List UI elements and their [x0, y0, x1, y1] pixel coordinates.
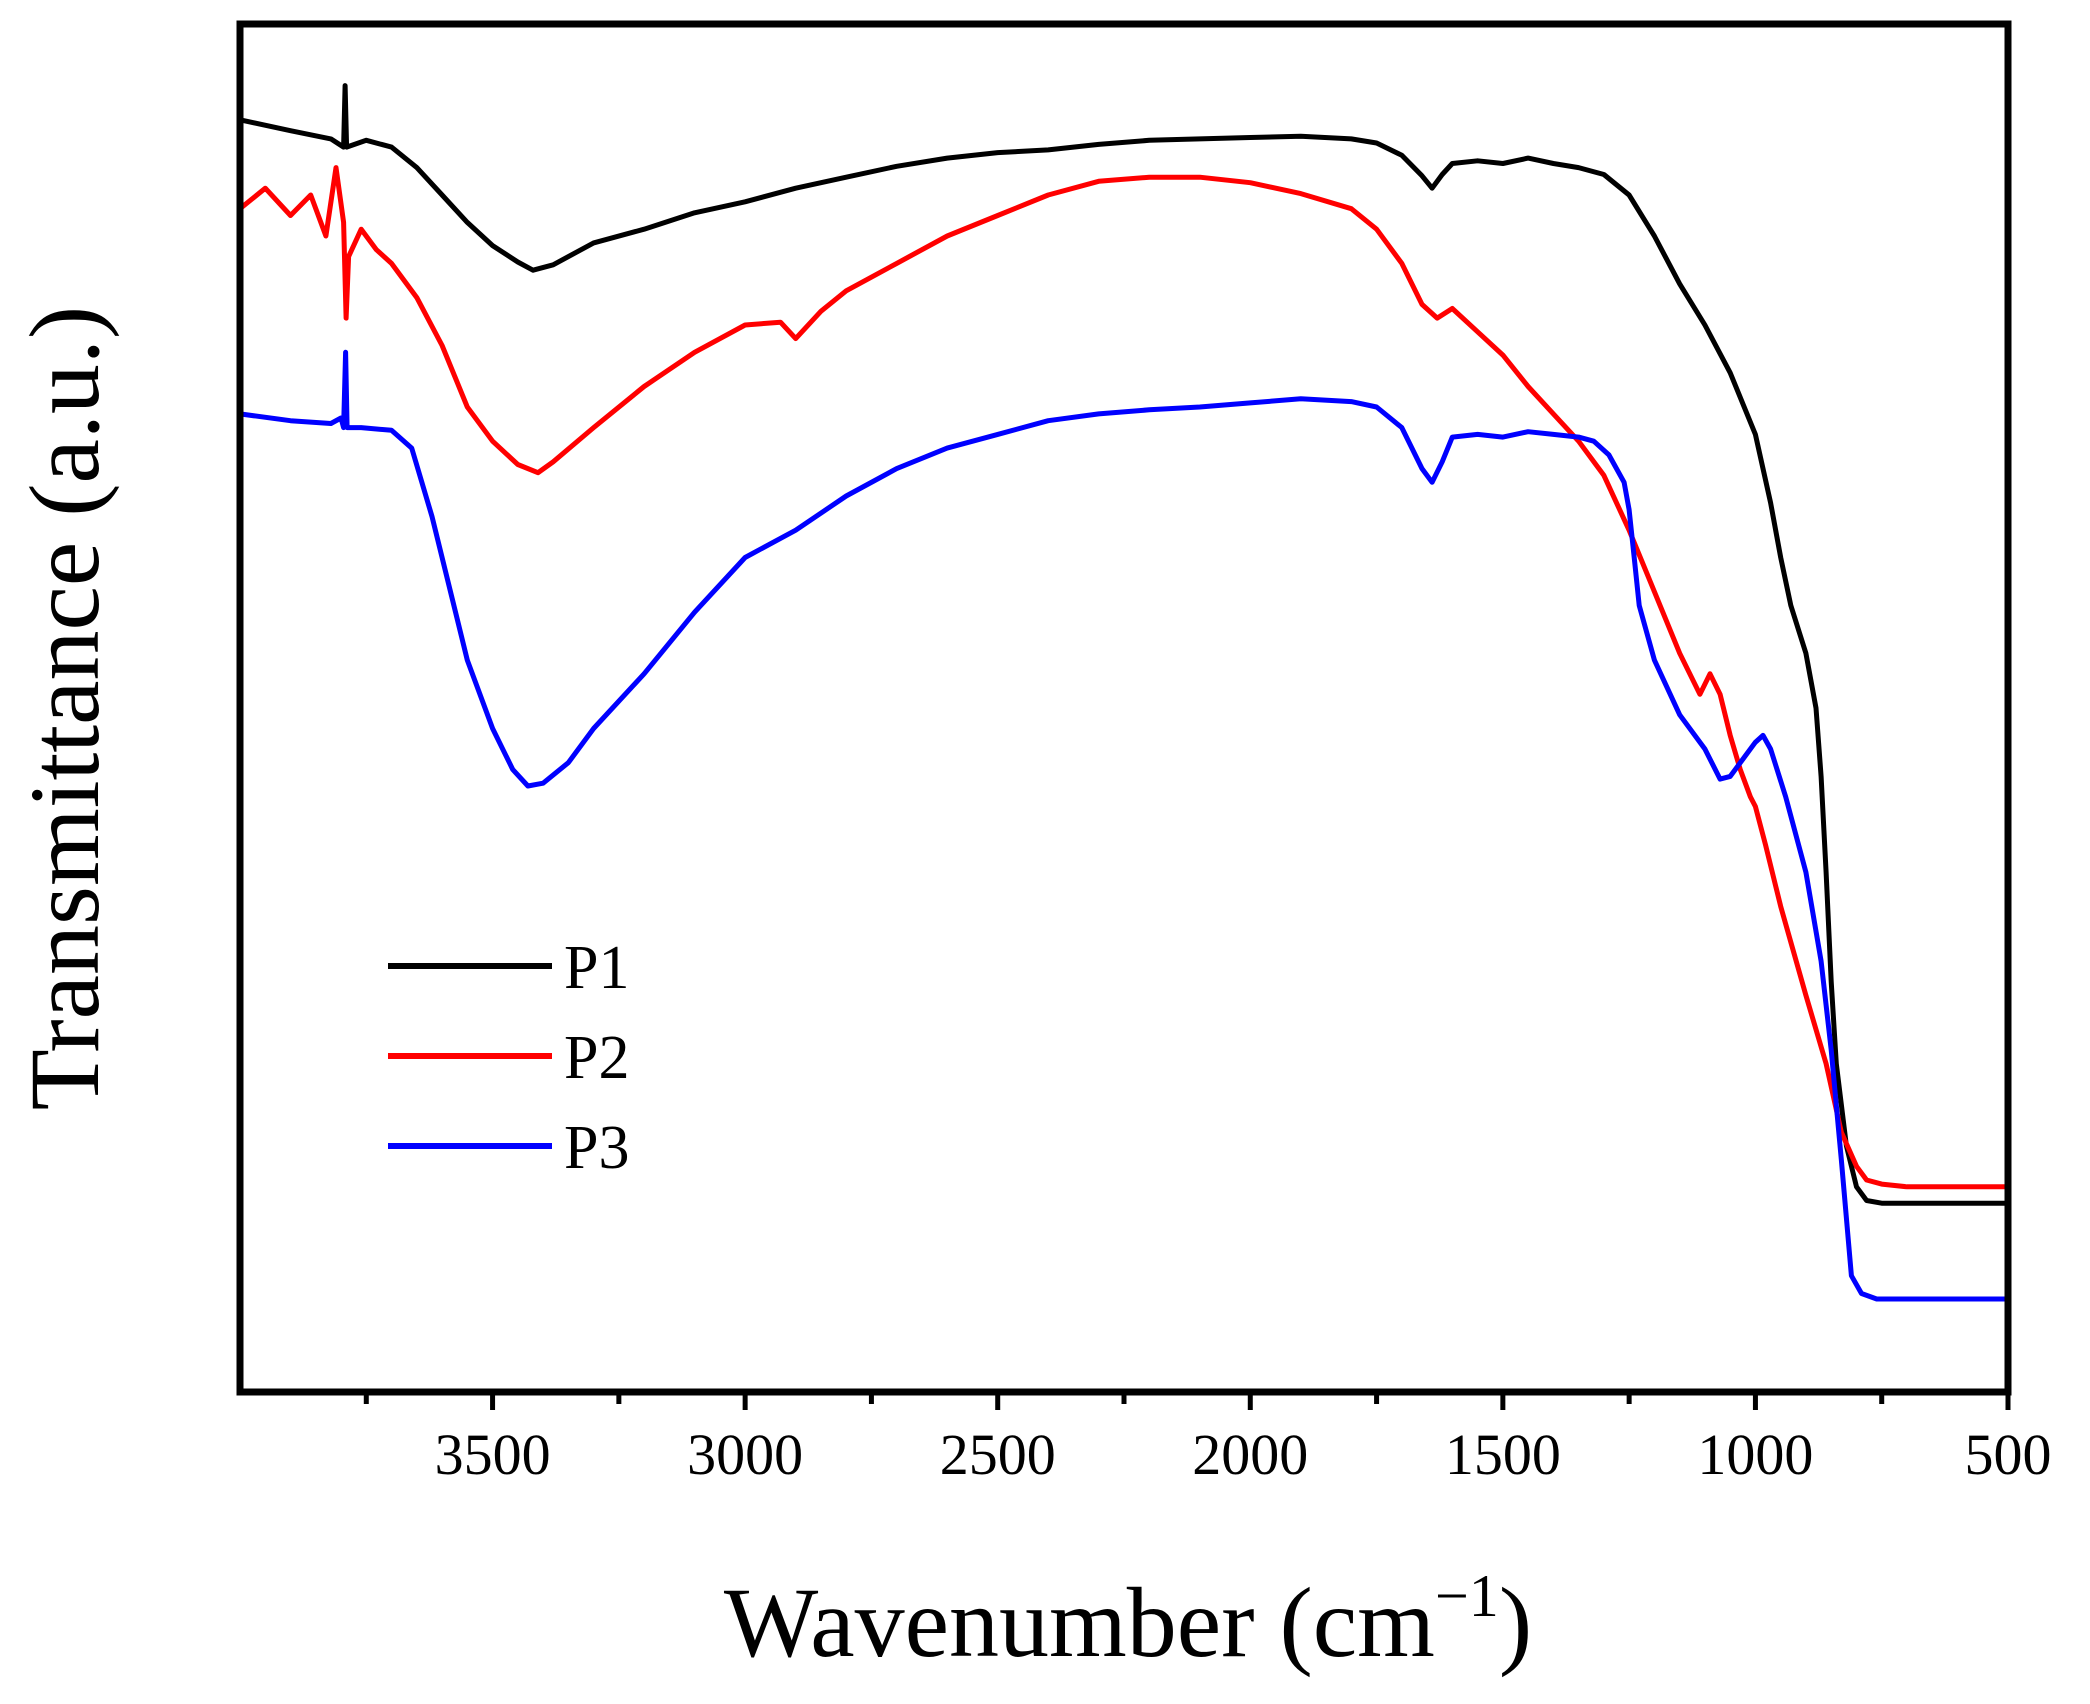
x-tick-label-3500: 3500 — [435, 1422, 551, 1487]
series-layer — [238, 83, 2008, 1302]
series-line-p2 — [238, 165, 2008, 1190]
x-tick-label-2000: 2000 — [1192, 1422, 1308, 1487]
legend-label-p2: P2 — [564, 1024, 629, 1092]
x-axis-title: Wavenumber (cm−1) — [724, 1563, 1532, 1678]
x-tick-label-1000: 1000 — [1697, 1422, 1813, 1487]
series-line-p1 — [239, 83, 2008, 1206]
x-tick-label-1500: 1500 — [1445, 1422, 1561, 1487]
legend: P1 P2 P3 — [388, 934, 629, 1182]
x-axis-ticks: 3500 3000 2500 2000 1500 1000 500 — [363, 1392, 2052, 1487]
legend-label-p1: P1 — [564, 934, 629, 1002]
series-line-p3 — [239, 349, 2008, 1302]
x-axis-title-superscript: −1 — [1435, 1563, 1499, 1629]
x-tick-label-500: 500 — [1965, 1422, 2052, 1487]
x-axis-title-main: Wavenumber (cm — [724, 1567, 1435, 1678]
x-tick-label-3000: 3000 — [687, 1422, 803, 1487]
plot-frame — [236, 20, 2012, 1396]
legend-label-p3: P3 — [564, 1114, 629, 1182]
y-axis-title: Transmittance (a.u.) — [9, 306, 120, 1110]
x-axis-title-close: ) — [1499, 1567, 1532, 1678]
x-tick-label-2500: 2500 — [940, 1422, 1056, 1487]
